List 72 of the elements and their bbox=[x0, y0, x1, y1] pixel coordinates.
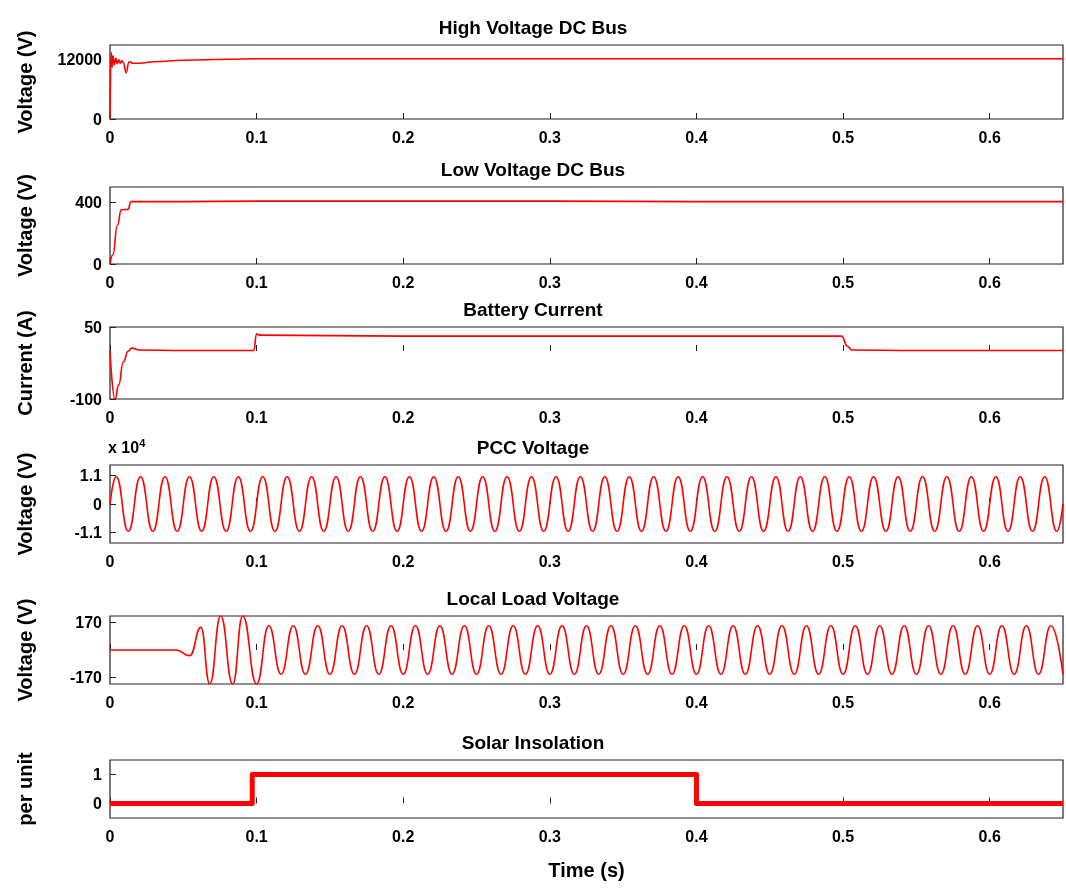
y-axis-title: Voltage (V) bbox=[14, 174, 36, 277]
y-axis-title: Voltage (V) bbox=[14, 30, 36, 134]
line-series bbox=[109, 200, 1064, 265]
y-tick-label: 1.1 bbox=[79, 466, 103, 484]
x-tick-label: 0.5 bbox=[831, 273, 855, 291]
y-tick-label: 0 bbox=[93, 110, 103, 128]
x-tick-label: 0.3 bbox=[538, 408, 562, 426]
chart-title: Local Load Voltage bbox=[446, 588, 620, 609]
x-tick-label: 0.6 bbox=[978, 552, 1001, 570]
x-axis-title: Time (s) bbox=[548, 859, 625, 881]
x-tick-label: 0.5 bbox=[831, 827, 855, 845]
y-tick-label: 0 bbox=[93, 255, 103, 273]
x-tick-label: 0.4 bbox=[685, 128, 708, 146]
x-tick-label: 0.1 bbox=[245, 273, 268, 291]
y-axis-title: Current (A) bbox=[14, 310, 36, 416]
x-tick-label: 0.4 bbox=[685, 408, 708, 426]
x-tick-label: 0.4 bbox=[685, 552, 708, 570]
y-tick-label: 50 bbox=[84, 318, 103, 336]
x-tick-label: 0.2 bbox=[392, 273, 415, 291]
chart-title: High Voltage DC Bus bbox=[438, 17, 628, 38]
x-tick-label: 0 bbox=[105, 128, 115, 146]
x-tick-label: 0.5 bbox=[831, 128, 855, 146]
chart-title: Low Voltage DC Bus bbox=[440, 159, 626, 180]
x-tick-label: 0.2 bbox=[392, 693, 415, 711]
x-tick-label: 0.4 bbox=[685, 827, 708, 845]
x-tick-label: 0.3 bbox=[538, 273, 562, 291]
x-tick-label: 0.5 bbox=[831, 552, 855, 570]
x-tick-label: 0.2 bbox=[392, 827, 415, 845]
x-tick-label: 0 bbox=[105, 693, 115, 711]
x-tick-label: 0 bbox=[105, 552, 115, 570]
x-tick-label: 0 bbox=[105, 408, 115, 426]
y-axis-title: per unit bbox=[14, 752, 36, 826]
x-tick-label: 0.1 bbox=[245, 408, 268, 426]
x-tick-label: 0.6 bbox=[978, 408, 1001, 426]
y-axis-title: Voltage (V) bbox=[14, 452, 36, 556]
chart-title: Solar Insolation bbox=[461, 732, 605, 753]
x-tick-label: 0.2 bbox=[392, 408, 415, 426]
x-tick-label: 0 bbox=[105, 273, 115, 291]
y-tick-label: 400 bbox=[75, 193, 103, 211]
x-tick-label: 0.4 bbox=[685, 273, 708, 291]
x-tick-label: 0.3 bbox=[538, 128, 562, 146]
chart-title: Battery Current bbox=[463, 299, 604, 320]
x-tick-label: 0.2 bbox=[392, 552, 415, 570]
x-tick-label: 0.3 bbox=[538, 827, 562, 845]
y-tick-label: 0 bbox=[93, 795, 103, 812]
x-tick-label: 0.6 bbox=[978, 693, 1001, 711]
y-tick-label: 12000 bbox=[57, 51, 103, 69]
y-tick-label: -100 bbox=[69, 390, 103, 408]
x-tick-label: 0.3 bbox=[538, 552, 562, 570]
x-tick-label: 0.4 bbox=[685, 693, 708, 711]
x-tick-label: 0.6 bbox=[978, 273, 1001, 291]
y-tick-label: 1 bbox=[93, 766, 103, 783]
x-tick-label: 0.5 bbox=[831, 693, 855, 711]
y-axis-title: Voltage (V) bbox=[14, 598, 36, 702]
line-series bbox=[109, 51, 1064, 120]
y-tick-label: -1.1 bbox=[74, 524, 103, 542]
x-tick-label: 0.6 bbox=[978, 827, 1001, 845]
x-tick-label: 0.2 bbox=[392, 128, 415, 146]
x-tick-label: 0.3 bbox=[538, 693, 562, 711]
y-tick-label: 170 bbox=[75, 613, 103, 631]
x-tick-label: 0.1 bbox=[245, 128, 268, 146]
y-tick-label: 0 bbox=[93, 495, 103, 513]
x-tick-label: 0.5 bbox=[831, 408, 855, 426]
chart-title: PCC Voltage bbox=[476, 437, 590, 458]
y-tick-label: -170 bbox=[69, 669, 103, 687]
line-series bbox=[109, 332, 1064, 400]
line-series bbox=[109, 615, 1064, 685]
x-tick-label: 0 bbox=[105, 827, 115, 845]
x-tick-label: 0.6 bbox=[978, 128, 1001, 146]
x-tick-label: 0.1 bbox=[245, 693, 268, 711]
x-tick-label: 0.1 bbox=[245, 827, 268, 845]
x-tick-label: 0.1 bbox=[245, 552, 268, 570]
